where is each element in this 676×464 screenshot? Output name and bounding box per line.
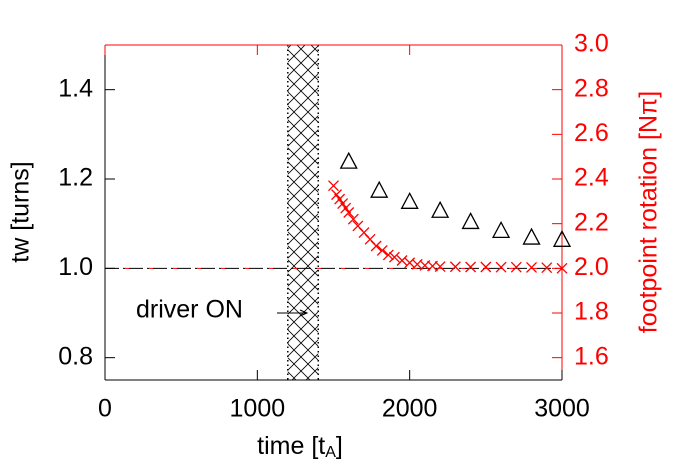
cross-marker bbox=[480, 261, 492, 273]
cross-marker bbox=[328, 180, 339, 192]
x-tick-label: 2000 bbox=[382, 395, 438, 423]
x-axis-label: time [tA] bbox=[257, 432, 343, 462]
y-tick-label: 1.0 bbox=[58, 253, 93, 281]
y2-tick-label: 3.0 bbox=[574, 30, 609, 58]
cross-marker bbox=[376, 245, 388, 256]
cross-marker bbox=[370, 240, 382, 252]
x-tick-label: 0 bbox=[98, 395, 112, 423]
triangle-marker bbox=[552, 229, 572, 247]
x-tick-label: 3000 bbox=[534, 395, 590, 423]
y-tick-label: 1.4 bbox=[58, 74, 93, 102]
y2-tick-label: 1.6 bbox=[574, 342, 609, 370]
cross-marker bbox=[347, 213, 359, 225]
y-axis-label: tw [turns] bbox=[7, 161, 35, 262]
triangle-marker bbox=[522, 227, 541, 245]
y2-tick-label: 2.8 bbox=[574, 74, 609, 102]
cross-marker bbox=[526, 261, 537, 273]
annotation: driver ON bbox=[136, 296, 243, 324]
cross-marker bbox=[404, 257, 416, 269]
cross-marker bbox=[556, 262, 568, 274]
annotation-arrowhead bbox=[299, 309, 309, 317]
cross-marker bbox=[434, 261, 446, 273]
cross-marker bbox=[541, 262, 553, 274]
cross-marker bbox=[510, 261, 522, 273]
triangle-marker bbox=[461, 212, 480, 230]
cross-marker bbox=[465, 261, 477, 273]
y2-tick-label: 1.8 bbox=[574, 298, 609, 326]
x-label-sub: A bbox=[325, 444, 336, 461]
triangle-marker bbox=[400, 191, 419, 209]
x-label-end: ] bbox=[336, 432, 343, 460]
driver-region bbox=[287, 45, 319, 380]
y2-tick-label: 2.2 bbox=[574, 208, 609, 236]
y2-axis-label: footpoint rotation [Nπ] bbox=[635, 91, 663, 333]
cross-marker bbox=[343, 207, 355, 218]
x-label-main: time [t bbox=[257, 432, 325, 460]
triangle-marker bbox=[339, 151, 358, 169]
cross-marker bbox=[449, 261, 461, 273]
y2-tick-label: 2.6 bbox=[574, 119, 609, 147]
y-tick-label: 0.8 bbox=[58, 342, 93, 370]
y-tick-label: 1.2 bbox=[58, 164, 93, 192]
y2-tick-label: 2.0 bbox=[574, 253, 609, 281]
triangle-marker bbox=[491, 220, 511, 239]
triangle-marker bbox=[431, 200, 450, 218]
y2-tick-label: 2.4 bbox=[574, 164, 609, 192]
triangle-marker bbox=[370, 180, 389, 198]
cross-marker bbox=[388, 251, 400, 263]
cross-marker bbox=[495, 261, 507, 273]
cross-marker bbox=[382, 249, 394, 261]
cross-marker bbox=[396, 255, 408, 266]
x-tick-label: 1000 bbox=[230, 395, 286, 423]
